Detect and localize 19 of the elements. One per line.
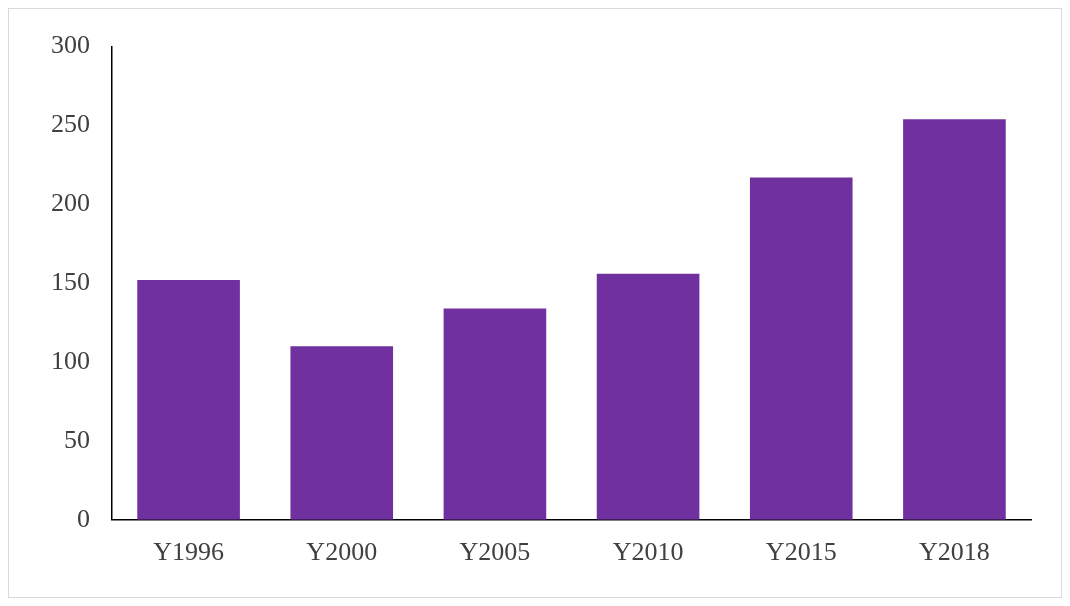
bar <box>596 273 700 520</box>
y-tick-label: 50 <box>64 424 90 454</box>
x-tick-label: Y2018 <box>919 537 990 567</box>
bar <box>903 119 1006 520</box>
bar <box>749 177 853 520</box>
x-tick-label: Y2010 <box>612 537 684 567</box>
x-tick-label: Y2000 <box>306 537 378 567</box>
x-tick-label: Y2005 <box>459 537 531 567</box>
y-tick-label: 100 <box>51 345 90 375</box>
bar <box>290 346 394 520</box>
y-tick-label: 250 <box>51 109 90 139</box>
bar <box>443 308 547 520</box>
y-tick-label: 200 <box>51 188 90 218</box>
y-tick-label: 300 <box>51 30 90 60</box>
y-tick-label: 0 <box>77 503 90 533</box>
x-tick-label: Y1996 <box>153 537 224 567</box>
bar <box>137 280 240 520</box>
y-tick-label: 150 <box>51 267 90 297</box>
x-tick-label: Y2015 <box>765 537 837 567</box>
